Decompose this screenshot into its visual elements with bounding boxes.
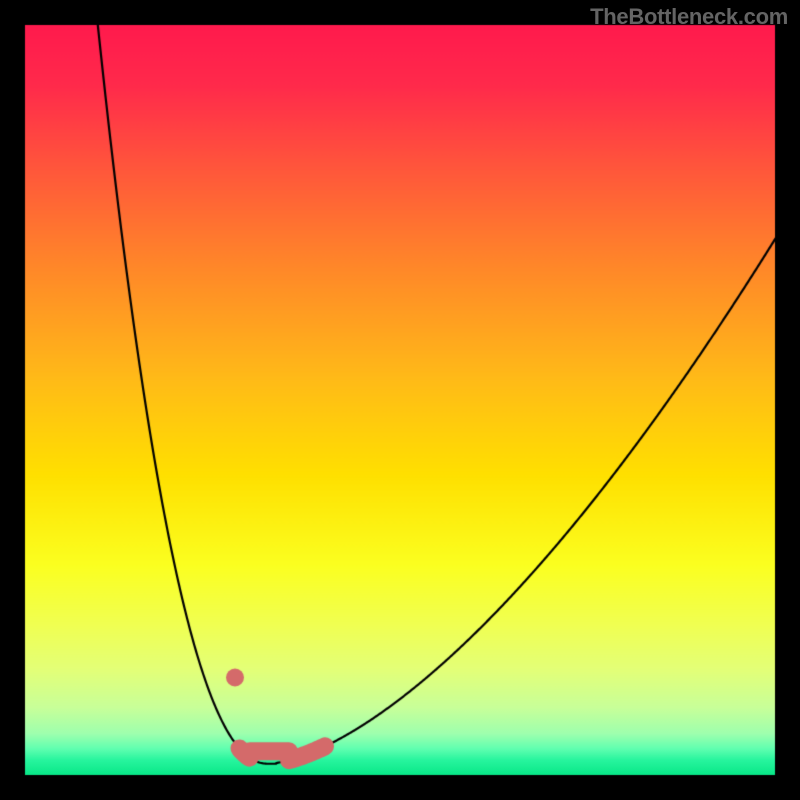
chart-frame: TheBottleneck.com xyxy=(0,0,800,800)
bottleneck-chart-canvas xyxy=(0,0,800,800)
